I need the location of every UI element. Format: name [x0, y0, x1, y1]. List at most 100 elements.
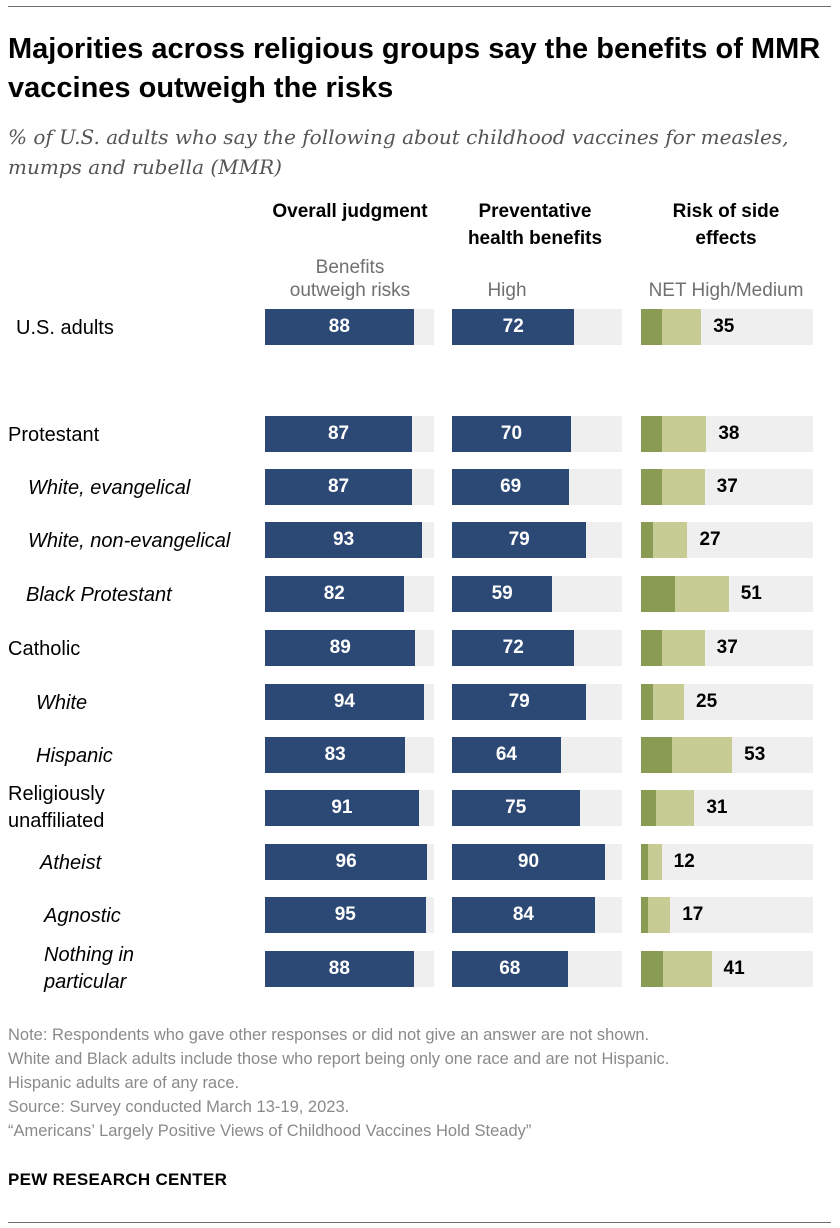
value-label: 95: [334, 904, 356, 925]
bar-risk-high-hispanic: [641, 737, 672, 773]
bar-benefits-outweigh-risks-hispanic: [265, 737, 406, 773]
bar-high-agnostic: [452, 897, 595, 933]
bar-benefits-outweigh-risks-white-evangelical: [265, 469, 413, 505]
bar-high-atheist: [452, 844, 605, 880]
value-label: 17: [682, 904, 704, 925]
note-line: Note: Respondents who gave other respons…: [8, 1026, 650, 1044]
bar-benefits-outweigh-risks-white: [265, 684, 424, 720]
value-label: 70: [500, 423, 523, 444]
value-label: 88: [328, 958, 350, 979]
row-label-hispanic: Hispanic: [36, 745, 113, 767]
row-label-agnostic: Agnostic: [44, 905, 121, 927]
bar-benefits-outweigh-risks-white-non-evangelical: [265, 522, 423, 558]
value-label: 72: [502, 637, 524, 658]
sublabel-benefits-outweigh: Benefits outweigh risks: [289, 257, 411, 301]
bottom-rule: [8, 1222, 831, 1223]
bar-risk-high-white: [641, 684, 654, 720]
value-label: 84: [512, 904, 534, 925]
sublabel-net-high-medium: NET High/Medium: [648, 280, 804, 301]
bar-risk-high-white-evangelical: [641, 469, 662, 505]
bar-high-white: [452, 684, 587, 720]
value-label: 37: [716, 637, 738, 658]
note-line: White and Black adults include those who…: [8, 1050, 670, 1068]
bar-risk-high-nothing-in-particular: [641, 951, 664, 987]
bar-high-u-s-adults: [452, 309, 575, 345]
value-label: 41: [723, 958, 745, 979]
report-title-line: “Americans’ Largely Positive Views of Ch…: [8, 1122, 532, 1140]
value-label: 64: [495, 744, 517, 765]
bar-risk-high-agnostic: [641, 897, 648, 933]
bar-high-nothing-in-particular: [452, 951, 568, 987]
value-label: 27: [699, 529, 721, 550]
bar-track: [641, 844, 813, 880]
value-label: 79: [508, 529, 530, 550]
value-label: 96: [335, 851, 357, 872]
row-label-white-evangelical: White, evangelical: [28, 477, 191, 499]
bar-high-white-non-evangelical: [452, 522, 587, 558]
row-label-white-non-evangelical: White, non-evangelical: [28, 530, 231, 552]
row-label-atheist: Atheist: [40, 852, 102, 874]
value-label: 87: [327, 423, 350, 444]
bar-risk-high-religiously-unaffiliated: [641, 790, 657, 826]
value-label: 69: [500, 476, 522, 497]
row-label-u-s-adults: U.S. adults: [16, 317, 114, 339]
bar-benefits-outweigh-risks-religiously-unaffiliated: [265, 790, 419, 826]
value-label: 38: [718, 423, 740, 444]
value-label: 79: [508, 691, 530, 712]
bar-high-religiously-unaffiliated: [452, 790, 580, 826]
source-line: Source: Survey conducted March 13-19, 20…: [8, 1098, 350, 1116]
bar-benefits-outweigh-risks-atheist: [265, 844, 428, 880]
chart-notes: Note: Respondents who gave other respons…: [8, 1023, 838, 1143]
bar-high-hispanic: [452, 737, 561, 773]
row-label-religiously-unaffiliated: Religiously unaffiliated: [8, 783, 105, 832]
column-header-risk: Risk of side effects: [672, 201, 780, 249]
top-rule: [8, 6, 831, 7]
value-label: 83: [324, 744, 346, 765]
row-label-black-protestant: Black Protestant: [26, 584, 172, 606]
value-label: 82: [323, 583, 345, 604]
value-label: 75: [505, 797, 527, 818]
bar-benefits-outweigh-risks-nothing-in-particular: [265, 951, 414, 987]
sublabel-high: High: [487, 280, 527, 301]
bar-high-catholic: [452, 630, 575, 666]
value-label: 35: [713, 316, 735, 337]
bar-high-protestant: [452, 416, 571, 452]
bar-risk-high-white-non-evangelical: [641, 522, 654, 558]
pew-research-center-logo: PEW RESEARCH CENTER: [8, 1170, 228, 1189]
bar-risk-high-u-s-adults: [641, 309, 662, 345]
bar-benefits-outweigh-risks-protestant: [265, 416, 413, 452]
value-label: 87: [327, 476, 350, 497]
bar-benefits-outweigh-risks-catholic: [265, 630, 416, 666]
value-label: 53: [744, 744, 766, 765]
value-label: 72: [502, 316, 524, 337]
value-label: 93: [333, 529, 355, 550]
row-label-nothing-in-particular: Nothing in particular: [44, 944, 135, 993]
bar-benefits-outweigh-risks-agnostic: [265, 897, 426, 933]
row-label-protestant: Protestant: [8, 424, 100, 446]
bar-benefits-outweigh-risks-black-protestant: [265, 576, 404, 612]
value-label: 91: [331, 797, 353, 818]
chart-title: Majorities across religious groups say t…: [8, 33, 821, 104]
chart-subtitle: % of U.S. adults who say the following a…: [8, 125, 789, 179]
column-header-overall: Overall judgment: [272, 201, 428, 222]
value-label: 59: [491, 583, 513, 604]
bar-high-black-protestant: [452, 576, 553, 612]
value-label: 90: [517, 851, 540, 872]
bar-risk-high-atheist: [641, 844, 648, 880]
value-label: 12: [673, 851, 695, 872]
value-label: 68: [499, 958, 521, 979]
value-label: 89: [329, 637, 351, 658]
bar-risk-high-protestant: [641, 416, 662, 452]
value-label: 51: [740, 583, 762, 604]
bar-risk-high-catholic: [641, 630, 662, 666]
value-label: 31: [706, 797, 728, 818]
bar-high-white-evangelical: [452, 469, 570, 505]
row-label-white: White: [36, 692, 88, 714]
value-label: 88: [328, 316, 350, 337]
bar-risk-high-black-protestant: [641, 576, 676, 612]
value-label: 37: [716, 476, 738, 497]
note-line: Hispanic adults are of any race.: [8, 1074, 240, 1092]
bar-benefits-outweigh-risks-u-s-adults: [265, 309, 414, 345]
row-label-catholic: Catholic: [8, 638, 81, 660]
column-header-preventative: Preventative health benefits: [467, 201, 603, 249]
